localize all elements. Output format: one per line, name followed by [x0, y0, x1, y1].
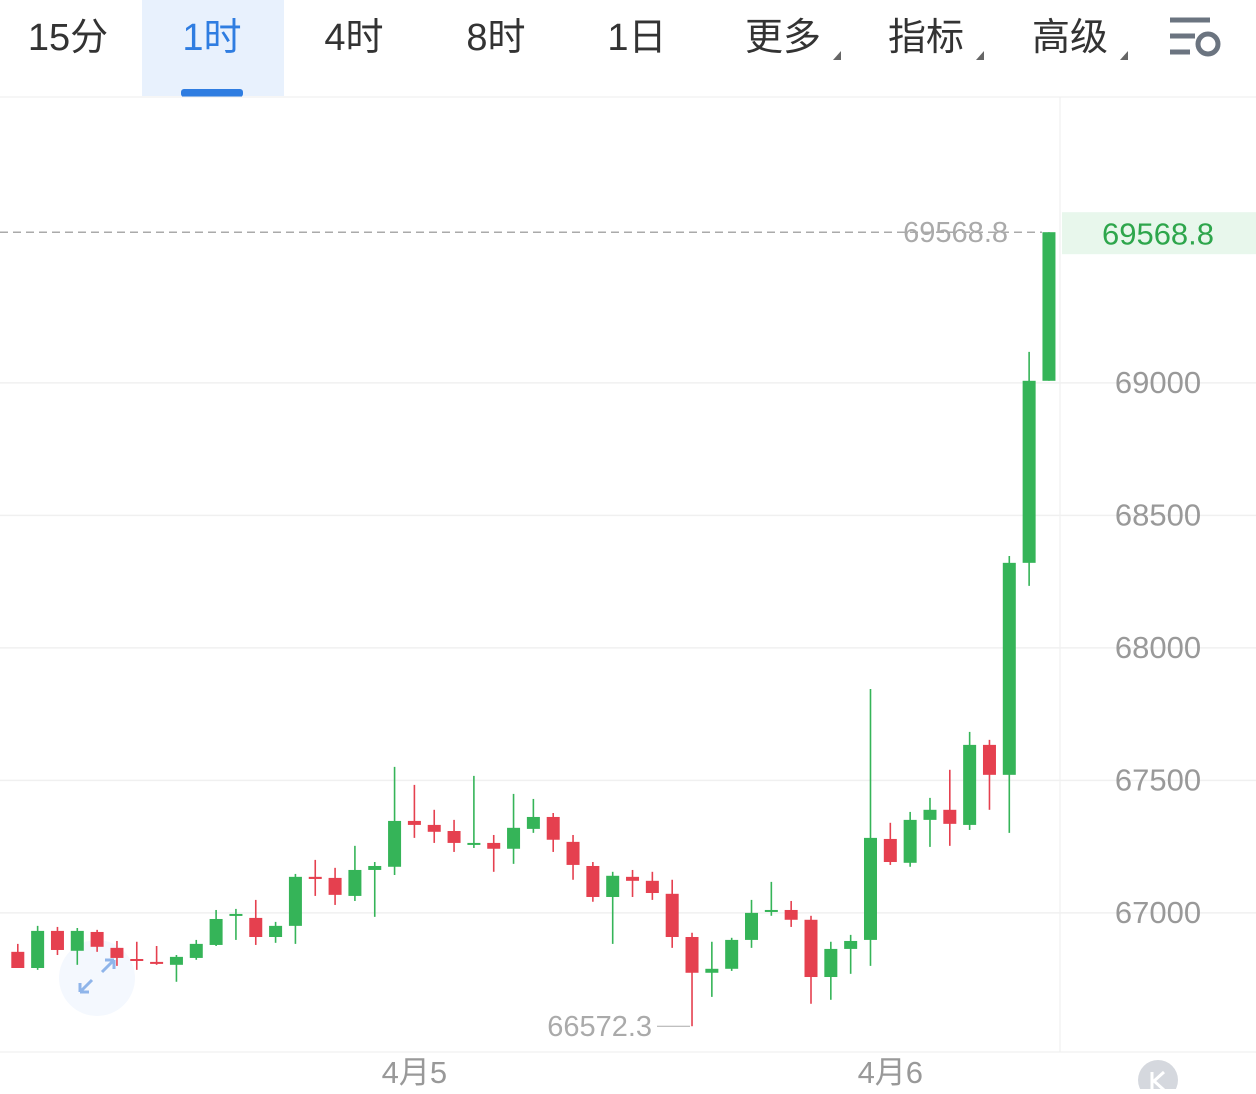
candle-body: [883, 838, 897, 863]
candle-body: [447, 831, 461, 843]
candle-body: [566, 841, 580, 865]
candle-body: [645, 880, 659, 894]
last-price-box: [1062, 212, 1256, 255]
candle-body: [169, 956, 183, 965]
candle-body: [764, 909, 778, 912]
dropdown-caret: [833, 51, 841, 60]
candle-body: [249, 917, 263, 937]
candle-body: [824, 948, 838, 978]
candle-body: [844, 940, 858, 949]
candle-body: [705, 968, 719, 973]
selected-tab-bg: [142, 0, 284, 96]
candle-body: [665, 893, 679, 937]
candle-body: [863, 837, 877, 940]
y-tick-label: 69000: [1115, 365, 1201, 400]
candle-body: [784, 909, 798, 920]
candle-body: [923, 809, 937, 820]
low-marker-label: 66572.3: [547, 1011, 652, 1043]
dropdown-caret: [976, 51, 984, 60]
candle-body: [328, 877, 342, 895]
k-icon[interactable]: [1138, 1060, 1178, 1094]
x-tick-label: 4月6: [858, 1055, 923, 1089]
tab[interactable]: 指标: [888, 17, 964, 59]
candle-body: [110, 947, 124, 958]
candle-body: [804, 919, 818, 978]
candle-body: [288, 876, 302, 926]
candle-body: [943, 809, 957, 824]
candle-body: [963, 744, 977, 825]
candle-body: [150, 961, 164, 964]
candle-body: [31, 930, 45, 969]
candle-body: [189, 943, 203, 958]
candle-body: [407, 820, 421, 825]
y-tick-label: 67500: [1115, 763, 1201, 798]
settings-icon[interactable]: [1170, 17, 1221, 57]
candle-body: [903, 819, 917, 863]
candle-body: [269, 925, 283, 937]
tab[interactable]: 15分: [28, 17, 108, 59]
candle-body: [982, 744, 996, 775]
candle-body: [130, 958, 144, 961]
candle-body: [1002, 562, 1016, 775]
candle-body: [368, 865, 382, 870]
candle-body: [745, 912, 759, 940]
candle-body: [606, 875, 620, 897]
candle-body: [725, 939, 739, 969]
y-tick-label: 68500: [1115, 498, 1201, 533]
candle-body: [388, 820, 402, 867]
candle-body: [308, 876, 322, 879]
last-price-left-label: 69568.8: [903, 217, 1008, 249]
candle-body: [50, 930, 64, 950]
tab-indicator: [181, 89, 243, 97]
candle-body: [11, 951, 25, 969]
candle-body: [685, 936, 699, 973]
candle-body: [467, 842, 481, 845]
candle-body: [348, 869, 362, 896]
candle-body: [90, 931, 104, 947]
tab[interactable]: 1日: [607, 17, 666, 59]
candle-body: [526, 816, 540, 829]
candle-body: [1022, 380, 1036, 563]
candle-body: [586, 865, 600, 897]
candle-body: [626, 876, 640, 881]
last-price-label: 69568.8: [1102, 216, 1214, 251]
candle-body: [1042, 232, 1056, 381]
dropdown-caret: [1120, 51, 1128, 60]
candle-body: [427, 824, 441, 832]
candle-body: [487, 842, 501, 849]
tab[interactable]: 更多: [745, 17, 821, 59]
tab[interactable]: 1时: [182, 17, 241, 59]
y-tick-label: 68000: [1115, 630, 1201, 665]
tab[interactable]: 高级: [1032, 17, 1108, 59]
tab[interactable]: 4时: [324, 17, 383, 59]
candle-body: [507, 827, 521, 849]
y-tick-label: 67000: [1115, 895, 1201, 930]
x-tick-label: 4月5: [382, 1055, 447, 1089]
candle-body: [229, 913, 243, 916]
tab[interactable]: 8时: [466, 17, 525, 59]
candle-body: [70, 930, 84, 951]
candle-body: [209, 918, 223, 945]
candle-body: [546, 816, 560, 840]
